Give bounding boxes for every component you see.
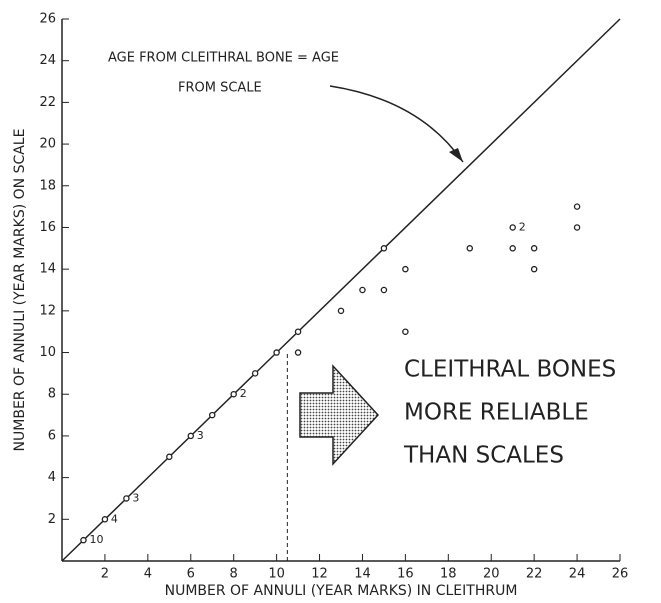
y-tick-label: 10: [39, 345, 56, 360]
x-tick-label: 4: [144, 567, 152, 582]
point: [337, 307, 345, 315]
block-arrow: [299, 364, 380, 466]
x-tick-label: 6: [187, 567, 195, 582]
annotation: AGE FROM CLEITHRAL BONE = AGE: [108, 51, 339, 66]
point: [380, 245, 388, 252]
y-tick-label: 24: [39, 53, 56, 68]
point: [359, 286, 366, 294]
point-label: 10: [89, 533, 103, 546]
point: [380, 286, 388, 294]
point: [466, 245, 474, 252]
point: [208, 411, 216, 419]
y-tick-label: 16: [39, 220, 56, 235]
point-label: 4: [111, 512, 118, 525]
callout: THAN SCALES: [403, 443, 564, 469]
point: [402, 265, 409, 273]
x-tick-label: 8: [230, 567, 238, 582]
point: [80, 536, 87, 544]
identity-line: [61, 18, 621, 562]
point: [402, 328, 409, 335]
point: [530, 265, 538, 273]
point: [166, 453, 173, 461]
point: [273, 349, 280, 356]
callout: MORE RELIABLE: [404, 400, 589, 426]
annotation: FROM SCALE: [178, 81, 262, 96]
x-axis-label: NUMBER OF ANNULI (YEAR MARKS) IN CLEITHR…: [165, 583, 518, 599]
point: [530, 245, 538, 252]
annotation-arrowhead: [449, 148, 463, 162]
x-tick-label: 14: [354, 567, 371, 582]
x-tick-label: 20: [483, 567, 500, 582]
y-tick-label: 8: [48, 387, 56, 402]
y-tick-label: 20: [39, 137, 56, 152]
point-label: 2: [240, 387, 247, 400]
point: [230, 390, 237, 398]
point: [187, 432, 195, 440]
point-label: 3: [132, 491, 139, 504]
point: [251, 370, 259, 377]
point: [573, 203, 581, 210]
point-label: 2: [519, 220, 526, 233]
point: [294, 328, 302, 335]
y-tick-label: 12: [39, 303, 56, 318]
x-tick-label: 10: [268, 567, 285, 582]
x-tick-label: 24: [569, 567, 586, 582]
point: [294, 349, 302, 356]
y-tick-label: 22: [39, 95, 56, 110]
y-tick-label: 2: [48, 512, 56, 527]
x-tick-label: 18: [440, 567, 457, 582]
point: [123, 495, 130, 502]
y-tick-label: 6: [48, 428, 56, 443]
x-tick-label: 2: [101, 567, 109, 582]
point: [573, 224, 581, 231]
callout: CLEITHRAL BONES: [404, 357, 616, 383]
point: [509, 245, 516, 252]
x-tick-label: 16: [397, 567, 414, 582]
point-label: 3: [197, 429, 204, 442]
y-tick-label: 4: [48, 470, 56, 485]
x-tick-label: 12: [311, 567, 328, 582]
x-tick-label: 26: [612, 567, 629, 582]
y-tick-label: 18: [39, 178, 56, 193]
point: [101, 516, 109, 523]
y-tick-label: 26: [39, 12, 56, 27]
x-tick-label: 22: [526, 567, 543, 582]
y-tick-label: 14: [39, 262, 56, 277]
point: [509, 224, 516, 231]
y-axis-label: NUMBER OF ANNULI (YEAR MARKS) ON SCALE: [12, 129, 28, 452]
annotation-arrow: [329, 85, 464, 163]
